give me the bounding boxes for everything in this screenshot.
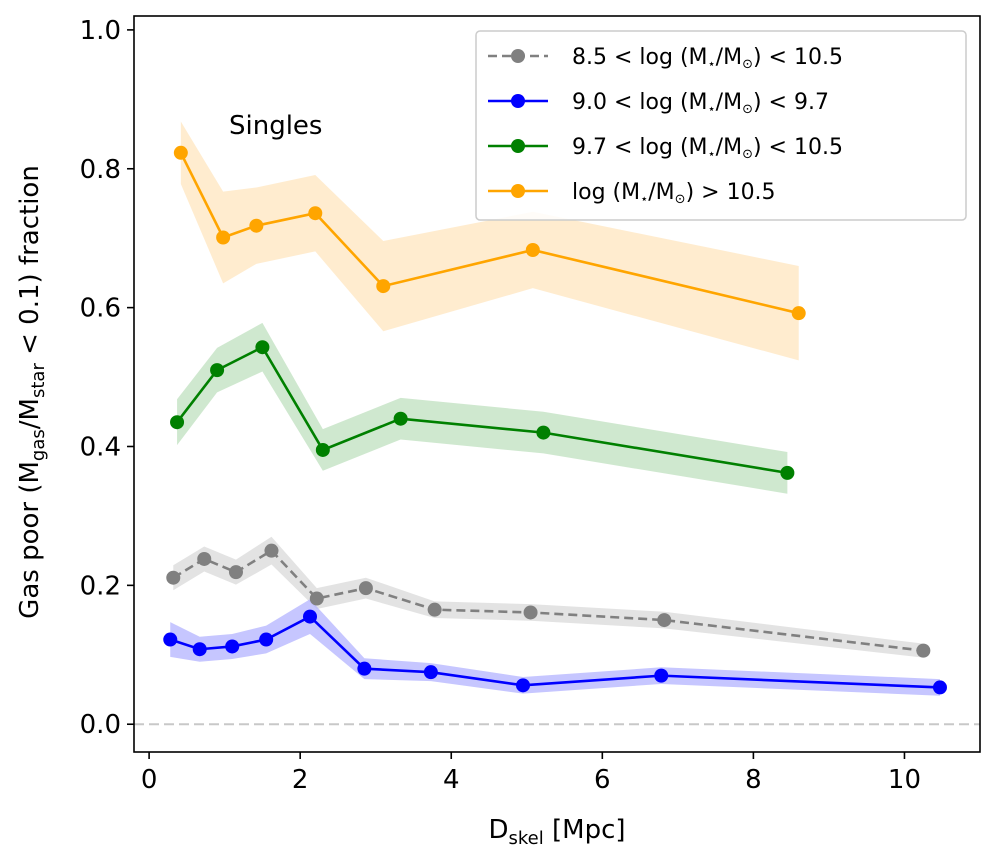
y-axis-label-part-3: < 0.1) fraction (15, 165, 45, 363)
legend-label-3: 9.7 < log (M⋆/M⊙) < 10.5 (572, 135, 843, 162)
series-1-point (427, 602, 442, 617)
series-3-point (393, 411, 408, 426)
plot-frame (133, 15, 981, 753)
series-2-point (357, 661, 372, 676)
series-1-point (309, 591, 324, 606)
series-1-point (657, 613, 672, 628)
x-axis-label-tail: [Mpc] (544, 815, 626, 845)
series-2-point (423, 665, 438, 680)
legend: 8.5 < log (M⋆/M⊙) < 10.5 9.0 < log (M⋆/M⊙… (475, 30, 967, 221)
legend-label-4: log (M⋆/M⊙) > 10.5 (572, 180, 776, 207)
legend-marker-3 (511, 139, 525, 153)
y-tick-label: 0.4 (80, 432, 121, 462)
series-2-point (654, 668, 669, 683)
series-1-point (916, 643, 931, 658)
series-3-point (780, 465, 795, 480)
series-4-point (376, 279, 391, 294)
x-tick-label: 0 (141, 765, 158, 795)
series-points (163, 145, 947, 695)
y-tick-label: 0.6 (80, 294, 121, 324)
series-4-point (173, 145, 188, 160)
series-1-line (172, 548, 924, 652)
series-3-point (255, 340, 270, 355)
series-1-point (228, 565, 243, 580)
series-1-point (264, 543, 279, 558)
series-3-point (315, 442, 330, 457)
y-axis-label-sub-2: star (28, 363, 49, 398)
series-2-point (932, 680, 947, 695)
y-axis-label-part-2: /M (15, 398, 45, 429)
series-2-point (225, 639, 240, 654)
y-tick-label: 0.2 (80, 571, 121, 601)
series-4-point (791, 306, 806, 321)
x-tick-label: 8 (745, 765, 762, 795)
series-2-point (192, 642, 207, 657)
y-tick-label: 1.0 (80, 16, 121, 46)
series-4-error-band (180, 121, 799, 361)
series-2-point (302, 609, 317, 624)
series-2-point (516, 678, 531, 693)
series-4-point (525, 242, 540, 257)
series-1-point (197, 551, 212, 566)
series-1-point (523, 605, 538, 620)
series-3-point (210, 363, 225, 378)
y-tick-label: 0.8 (80, 155, 121, 185)
y-axis-label-part-1: Gas poor (M (15, 461, 45, 619)
axes (127, 15, 981, 759)
series-2-point (163, 632, 178, 647)
series-1-point (358, 581, 373, 596)
legend-label-1: 8.5 < log (M⋆/M⊙) < 10.5 (572, 45, 843, 72)
series-4-point (249, 218, 264, 233)
y-axis-label-sub-1: gas (28, 429, 49, 461)
y-tick-label: 0.0 (80, 710, 121, 740)
y-axis-label: Gas poor (Mgas/Mstar < 0.1) fraction (15, 165, 49, 619)
tick-labels: 0 2 4 6 8 10 0.0 0.2 0.4 0.6 0.8 1.0 (80, 16, 921, 795)
x-axis-label-subscript: skel (508, 828, 543, 849)
series-3-point (536, 425, 551, 440)
x-axis-label: Dskel [Mpc] (488, 815, 625, 849)
x-tick-label: 6 (594, 765, 611, 795)
x-tick-label: 10 (888, 765, 921, 795)
series-2-line (169, 615, 941, 689)
legend-marker-2 (511, 94, 525, 108)
series-4-point (308, 206, 323, 221)
x-tick-label: 2 (292, 765, 309, 795)
legend-label-2: 9.0 < log (M⋆/M⊙) < 9.7 (572, 90, 829, 117)
legend-marker-4 (511, 184, 525, 198)
legend-box (475, 30, 967, 221)
series-1-point (166, 570, 181, 585)
series-4-point (216, 230, 231, 245)
x-tick-label: 4 (443, 765, 460, 795)
legend-marker-1 (511, 49, 525, 63)
x-axis-label-main: D (488, 815, 508, 845)
series-3-point (170, 415, 185, 430)
series-2-point (259, 632, 274, 647)
singles-annotation: Singles (229, 111, 322, 141)
